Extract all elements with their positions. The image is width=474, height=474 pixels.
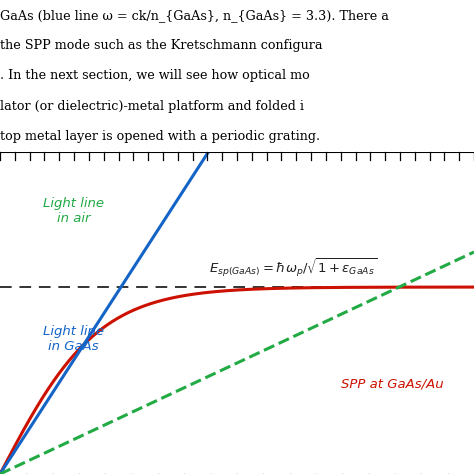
- Text: $E_{sp(GaAs)} = \hbar\omega_p/\sqrt{1 + \varepsilon_{GaAs}}$: $E_{sp(GaAs)} = \hbar\omega_p/\sqrt{1 + …: [209, 256, 376, 279]
- Text: GaAs (blue line ω = ck/n_{GaAs}, n_{GaAs} = 3.3). There a: GaAs (blue line ω = ck/n_{GaAs}, n_{GaAs…: [0, 9, 389, 22]
- Text: . In the next section, we will see how optical mo: . In the next section, we will see how o…: [0, 69, 310, 82]
- Text: SPP at GaAs/Au: SPP at GaAs/Au: [341, 377, 444, 390]
- Text: top metal layer is opened with a periodic grating.: top metal layer is opened with a periodi…: [0, 130, 320, 143]
- Text: Light line
in GaAs: Light line in GaAs: [43, 325, 104, 353]
- Text: Light line
in air: Light line in air: [43, 197, 104, 225]
- Text: lator (or dielectric)-metal platform and folded i: lator (or dielectric)-metal platform and…: [0, 100, 304, 113]
- Text: the SPP mode such as the Kretschmann configura: the SPP mode such as the Kretschmann con…: [0, 39, 322, 52]
